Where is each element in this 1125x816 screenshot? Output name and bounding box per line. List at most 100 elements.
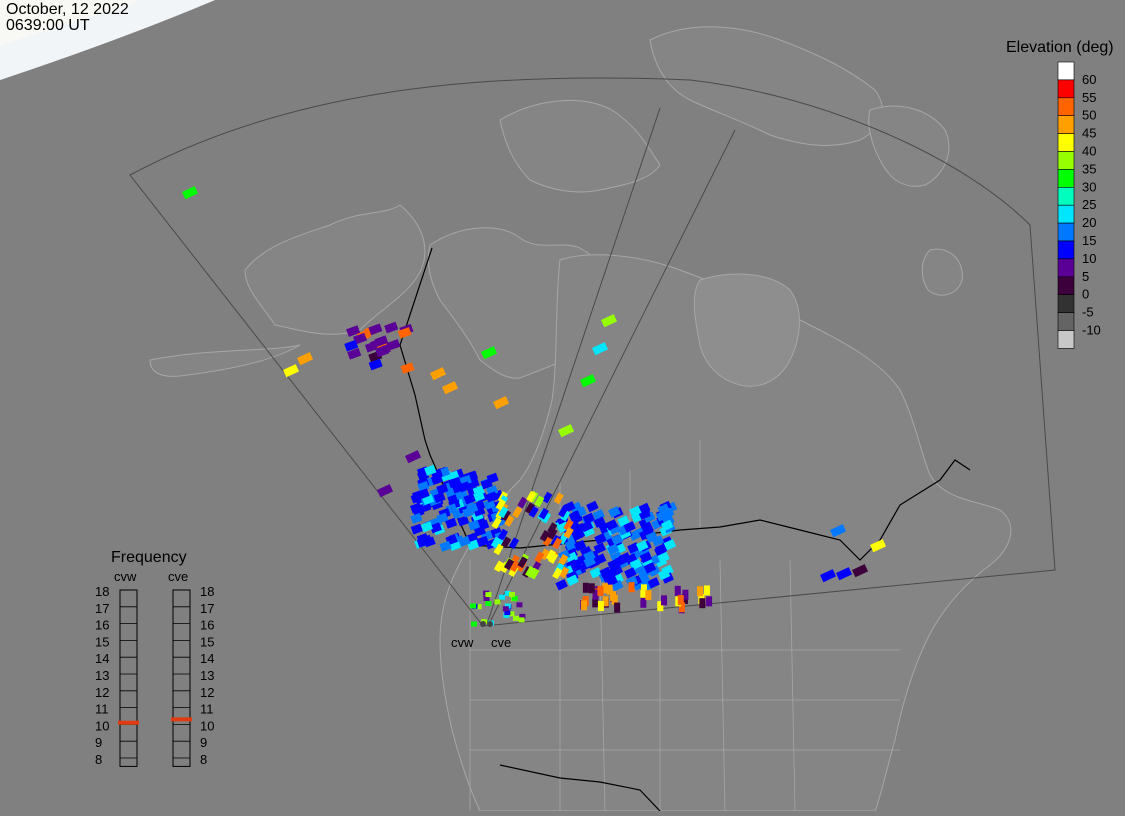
echo-cell [423,536,436,548]
echo-cell [663,539,677,551]
radar-site-label-cve: cve [491,635,512,650]
echo-cell [643,562,657,574]
frequency-scale-label: 13 [200,668,214,683]
echo-cell [368,323,383,336]
echo-cell [607,566,621,578]
radar-site-cvw-dot [480,621,486,627]
echo-cell [552,567,563,580]
echo-cell [481,346,498,360]
echo-cell [470,603,477,609]
echo-cell [605,519,618,531]
echo-cell [628,582,635,593]
echo-cell [661,595,668,606]
echo-cell [552,537,563,550]
colorbar-swatch [1057,187,1075,206]
echo-cell [512,506,523,519]
echo-cell [424,464,437,476]
echo-cell [547,552,559,564]
echo-cell [483,596,490,602]
echo-cell [542,491,553,504]
colorbar-swatch [1057,312,1075,331]
echo-cell [475,604,482,610]
frequency-bar-outline [119,589,138,767]
frequency-scale-label: 17 [200,601,214,616]
echo-cell [570,560,583,573]
echo-cell [594,533,607,545]
frequency-scale-label: 14 [95,651,109,666]
echo-cell [466,502,479,514]
echo-cell [640,590,647,601]
frequency-scale-label: 16 [200,618,214,633]
echo-cell [614,602,621,613]
echo-cell [830,524,847,538]
frequency-scale-label: 14 [200,651,214,666]
echo-cell [508,611,515,617]
echo-cell [540,511,552,524]
echo-cell [518,617,525,623]
echo-cell [560,509,571,522]
echo-cell [524,502,536,515]
echo-cell [384,321,399,334]
echo-cell [629,558,643,571]
echo-cell [458,481,471,493]
echo-cell [471,621,478,627]
echo-cell [586,500,599,513]
frequency-marker-cve [171,717,192,722]
frequency-scale-label: 9 [95,735,102,750]
colorbar-tick-label: -5 [1082,305,1094,320]
echo-cell [353,332,368,345]
echo-cell [297,352,314,366]
echo-cell [504,515,515,527]
echo-cell [283,364,300,378]
frequency-scale-label: 11 [95,702,109,717]
frequency-bar-outline [172,589,191,767]
echo-cell [493,543,504,556]
echo-cell [568,510,582,522]
echo-cell [647,577,660,589]
echo-cell [502,606,509,612]
echo-cell [400,362,415,374]
colorbar-swatch [1057,330,1075,349]
radar-site-label-cvw: cvw [451,635,474,650]
echo-cell [386,339,401,351]
frequency-marker-cvw [118,720,139,725]
echo-cell [657,551,670,564]
echo-cell [439,540,452,552]
echo-cell [553,492,564,505]
echo-cell [442,381,459,395]
frequency-scale-label: 18 [95,584,109,599]
echo-cell [512,615,519,621]
echo-cell [547,527,558,540]
colorbar-tick-label: 30 [1082,179,1096,194]
colorbar-swatch [1057,240,1075,260]
echo-cell [624,567,637,579]
echo-cell [463,493,476,505]
echo-cell [657,568,671,581]
echo-cell [639,551,653,564]
colorbar-tick-label: 50 [1082,108,1096,123]
echo-cell [609,591,616,602]
echo-cell [497,528,509,541]
colorbar-tick-label: 20 [1082,215,1096,230]
echo-cell [467,519,481,531]
echo-cell [592,589,599,600]
colorbar-swatch [1057,61,1075,81]
frequency-scale-label: 12 [200,685,214,700]
echo-cell [580,374,597,388]
echo-cell [606,584,613,595]
radar-sites [480,621,493,627]
time-label: 0639:00 UT [6,17,90,34]
echo-cell [629,505,642,518]
echo-cell [678,602,685,613]
echo-cell [638,508,651,520]
colorbar-tick-label: 10 [1082,251,1096,266]
daylight-region [0,0,215,80]
colorbar-swatch [1057,115,1075,134]
echo-cell [410,502,423,514]
colorbar-swatch [1057,222,1075,242]
echo-cell [655,510,669,522]
echo-cell [545,549,556,562]
echo-cell [605,575,619,587]
